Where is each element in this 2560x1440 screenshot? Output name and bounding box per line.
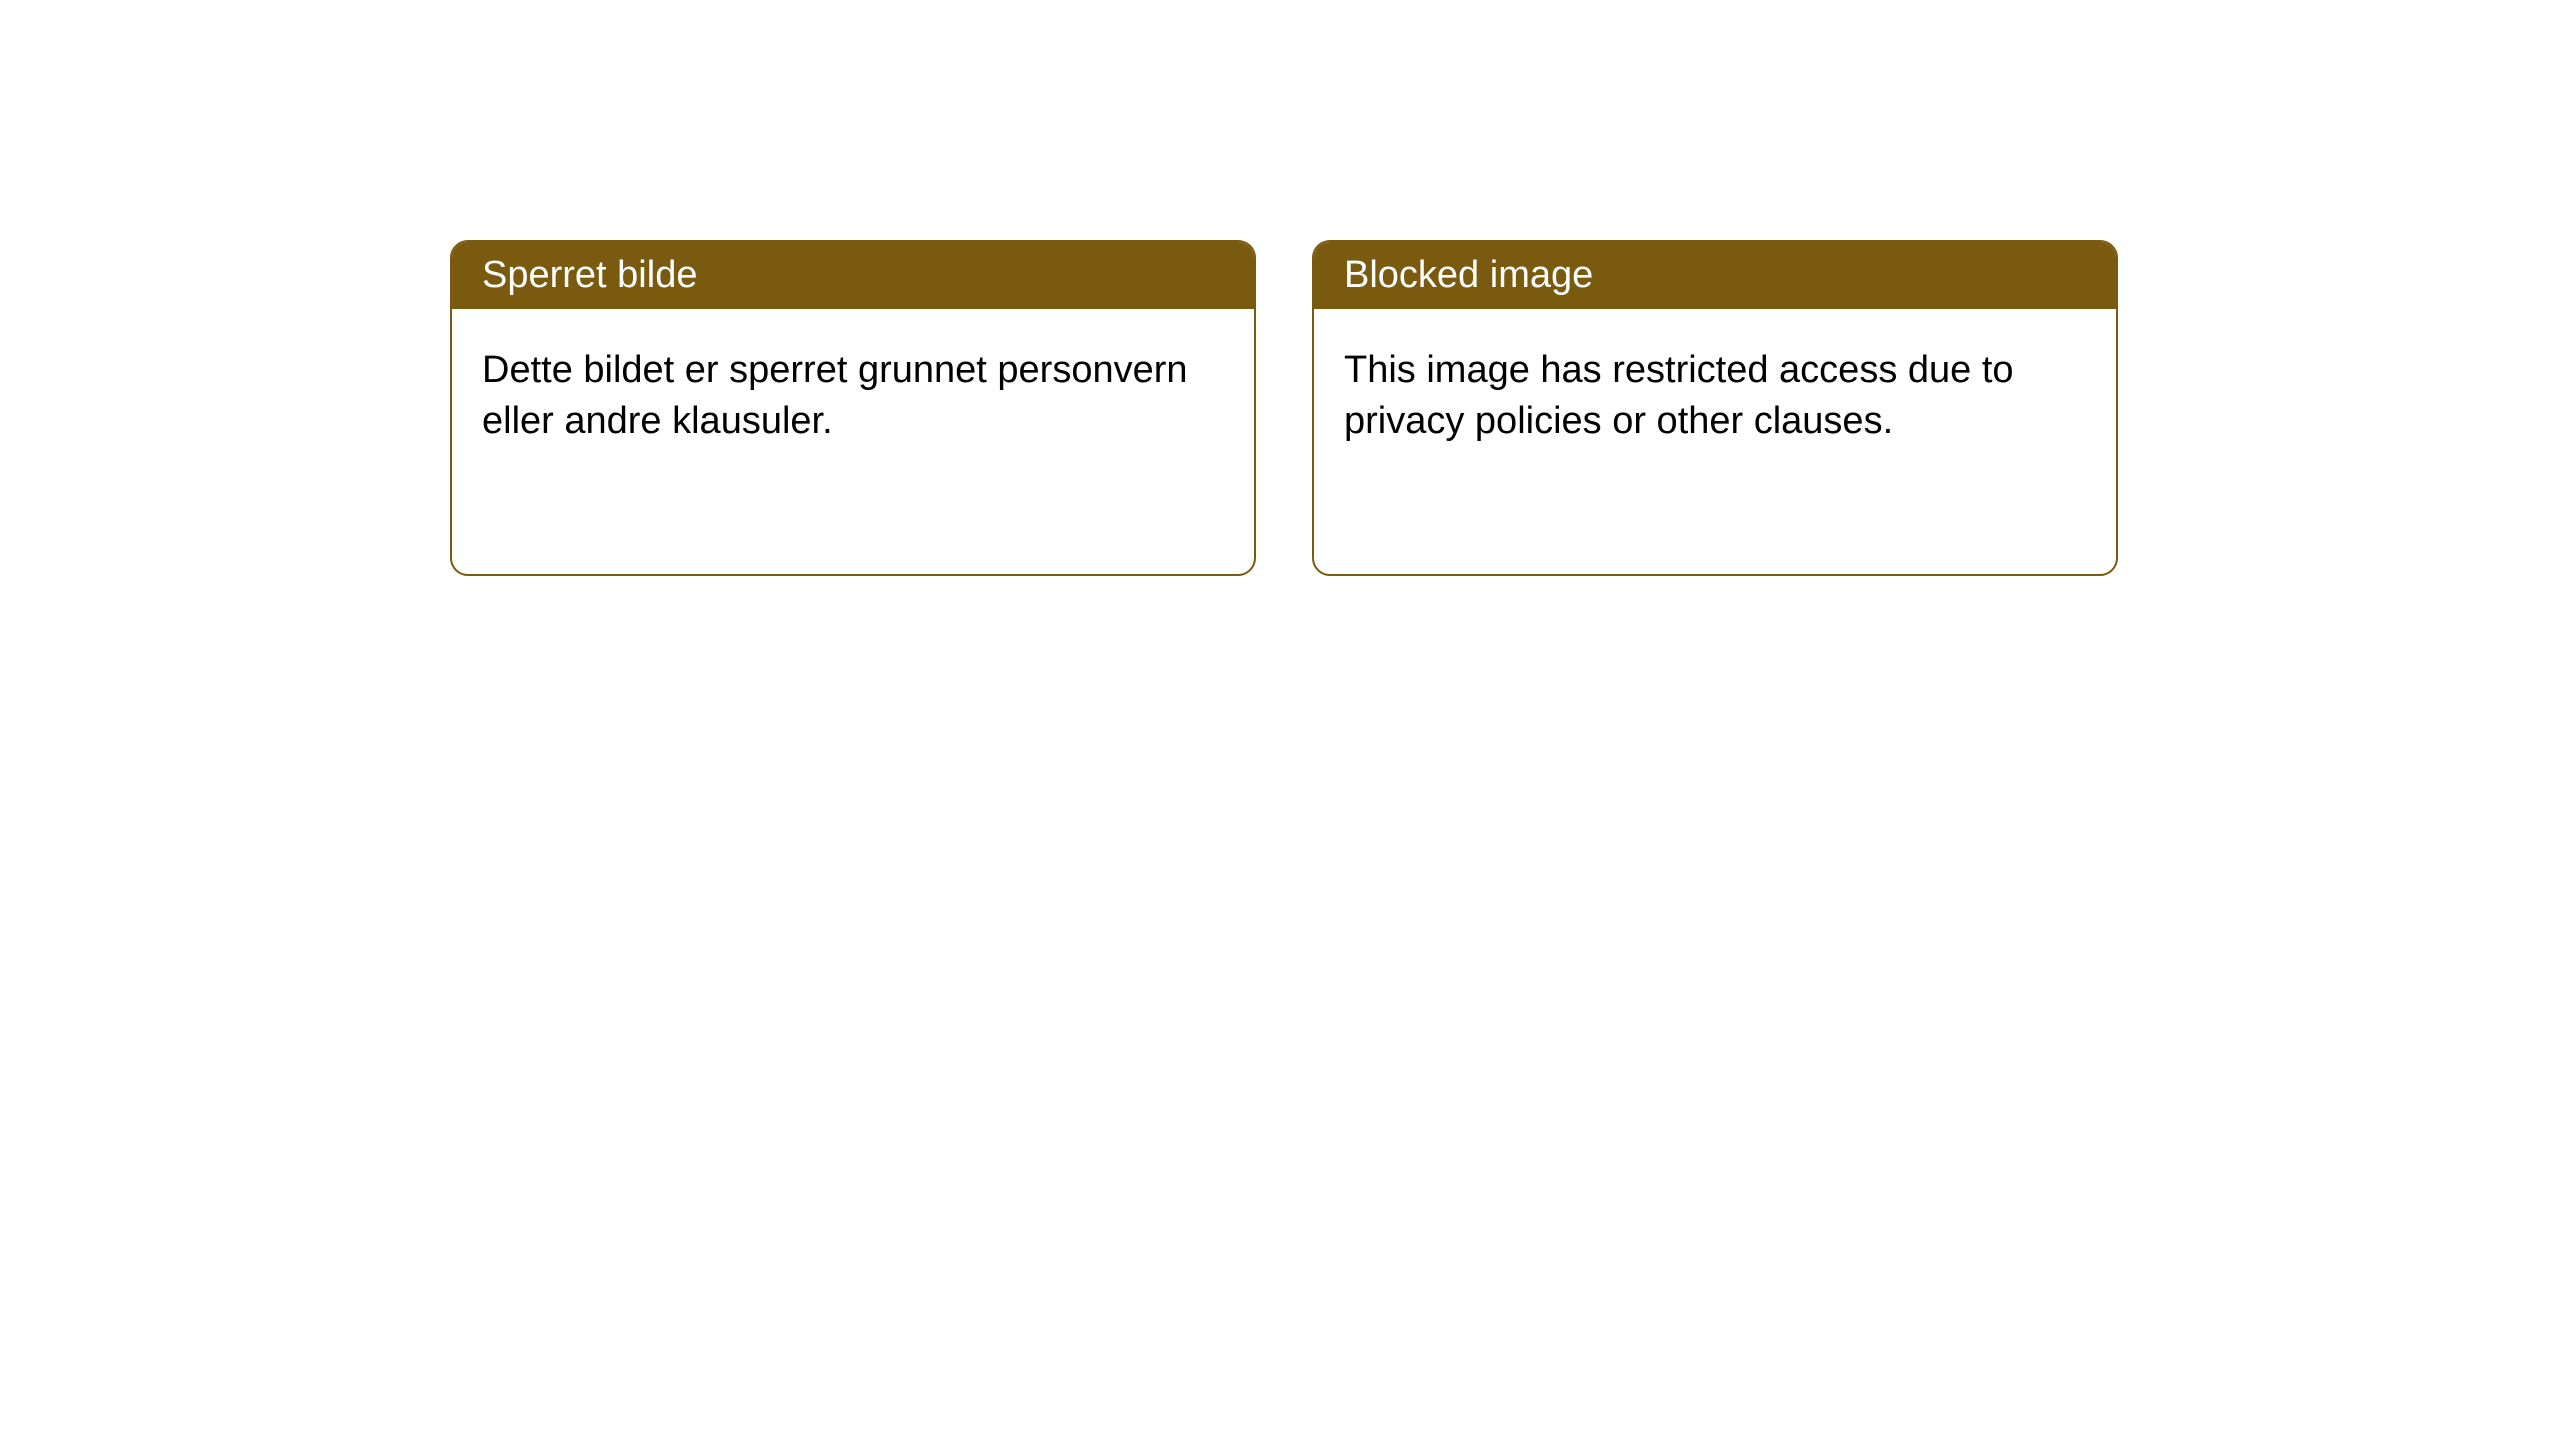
notice-header: Sperret bilde	[452, 242, 1254, 309]
notice-body: This image has restricted access due to …	[1314, 309, 2116, 484]
notice-box-english: Blocked image This image has restricted …	[1312, 240, 2118, 576]
notice-body: Dette bildet er sperret grunnet personve…	[452, 309, 1254, 484]
notice-title: Blocked image	[1344, 254, 1593, 296]
notice-body-text: Dette bildet er sperret grunnet personve…	[482, 349, 1188, 442]
notice-body-text: This image has restricted access due to …	[1344, 349, 2014, 442]
notice-header: Blocked image	[1314, 242, 2116, 309]
notice-box-norwegian: Sperret bilde Dette bildet er sperret gr…	[450, 240, 1256, 576]
notice-container: Sperret bilde Dette bildet er sperret gr…	[0, 0, 2560, 576]
notice-title: Sperret bilde	[482, 254, 697, 296]
